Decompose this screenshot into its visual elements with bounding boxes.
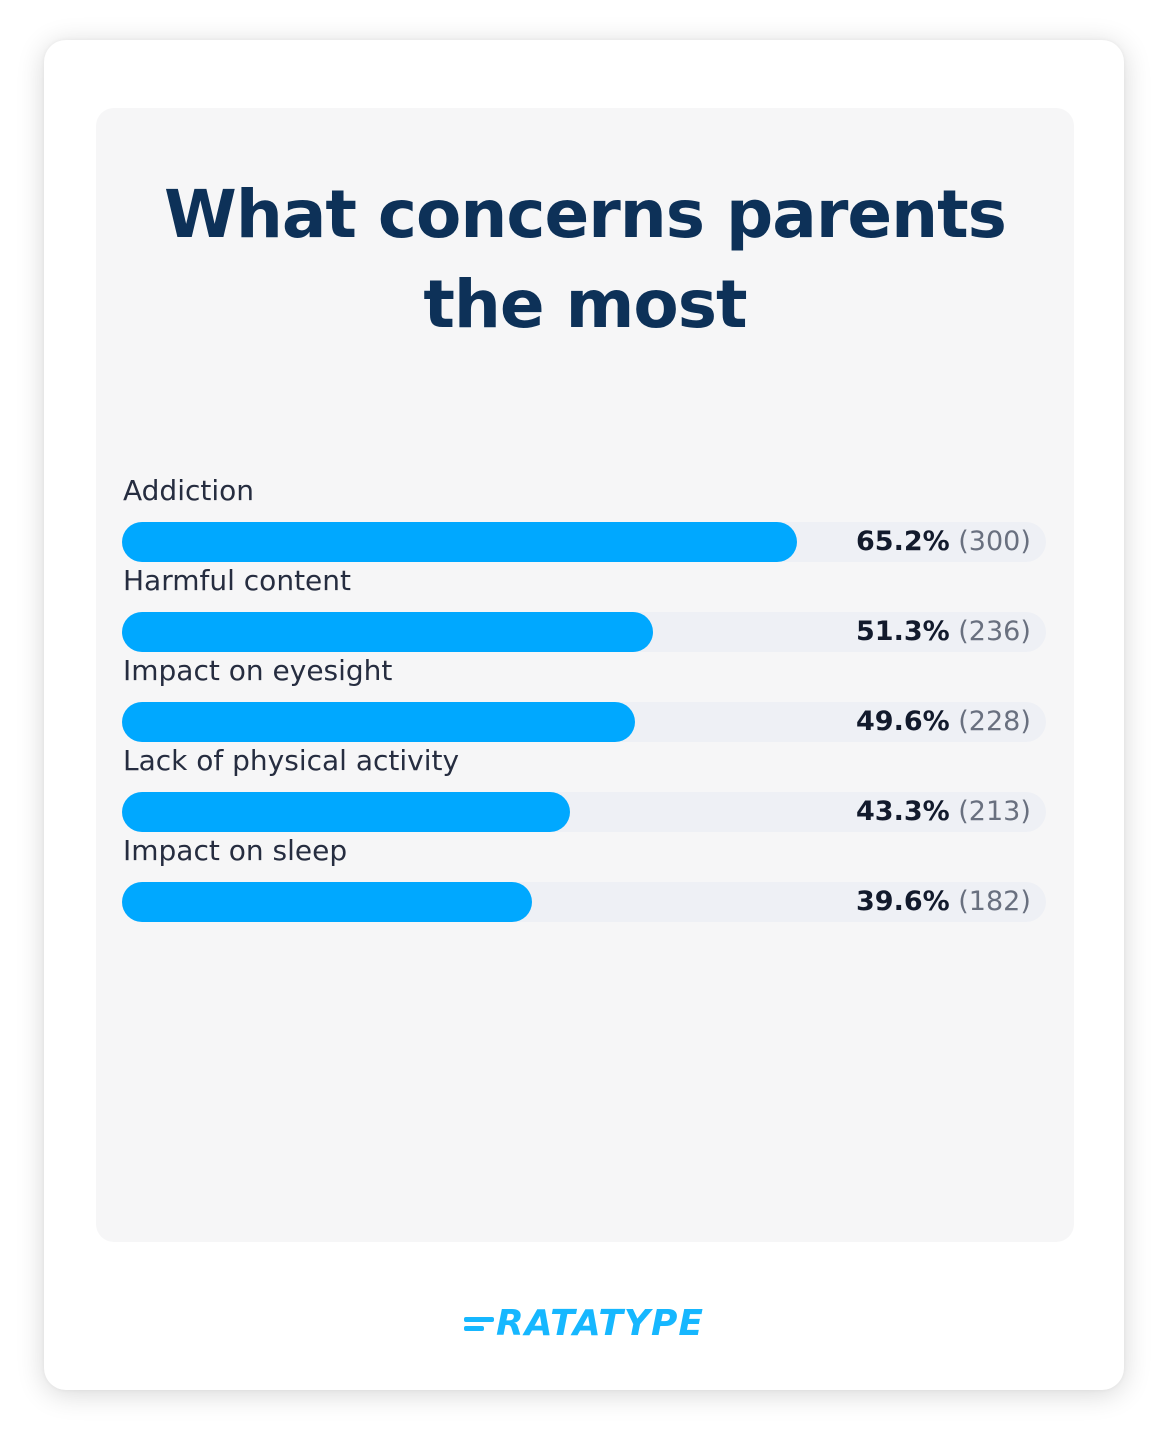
bar-value-percent: 43.3% xyxy=(856,796,950,827)
bar-value: 49.6% (228) xyxy=(856,702,1031,742)
bar-track xyxy=(122,882,1046,922)
bar-label: Harmful content xyxy=(123,564,351,597)
bar-value-count: (213) xyxy=(958,796,1031,827)
bar-track xyxy=(122,612,1046,652)
bar-value: 39.6% (182) xyxy=(856,882,1031,922)
bar-track xyxy=(122,702,1046,742)
bar-value-count: (228) xyxy=(958,706,1031,737)
bar-row: Impact on sleep 39.6% (182) xyxy=(122,834,1046,922)
bar-value-percent: 49.6% xyxy=(856,706,950,737)
bar-track xyxy=(122,792,1046,832)
bar xyxy=(122,882,532,922)
ratatype-logo: RATATYPE xyxy=(44,1302,1124,1346)
bar-row: Addiction 65.2% (300) xyxy=(122,474,1046,562)
bar-row: Harmful content 51.3% (236) xyxy=(122,564,1046,652)
bar xyxy=(122,792,571,832)
bar-row: Impact on eyesight 49.6% (228) xyxy=(122,654,1046,742)
logo-speed-lines-icon xyxy=(464,1315,495,1333)
bar-row: Lack of physical activity 43.3% (213) xyxy=(122,744,1046,832)
bar-value-percent: 51.3% xyxy=(856,616,950,647)
bar-value: 51.3% (236) xyxy=(856,612,1031,652)
bar-label: Addiction xyxy=(123,474,255,507)
infographic-card: What concerns parents the most Addiction… xyxy=(44,40,1124,1390)
bar-value-percent: 39.6% xyxy=(856,886,950,917)
bar-label: Impact on eyesight xyxy=(123,654,393,687)
bar-chart: Addiction 65.2% (300) Harmful content 51.3%… xyxy=(122,474,1046,934)
chart-panel: What concerns parents the most Addiction… xyxy=(96,108,1074,1242)
logo-text: RATATYPE xyxy=(496,1303,704,1344)
bar-value-count: (236) xyxy=(958,616,1031,647)
bar xyxy=(122,612,654,652)
bar-value: 65.2% (300) xyxy=(856,522,1031,562)
bar-value-percent: 65.2% xyxy=(856,526,950,557)
bar xyxy=(122,522,797,562)
bar-value-count: (300) xyxy=(958,526,1031,557)
bar-label: Impact on sleep xyxy=(123,834,348,867)
bar-label: Lack of physical activity xyxy=(123,744,460,777)
bar xyxy=(122,702,636,742)
bar-value: 43.3% (213) xyxy=(856,792,1031,832)
chart-title: What concerns parents the most xyxy=(164,176,1007,343)
bar-track xyxy=(122,522,1046,562)
bar-value-count: (182) xyxy=(958,886,1031,917)
